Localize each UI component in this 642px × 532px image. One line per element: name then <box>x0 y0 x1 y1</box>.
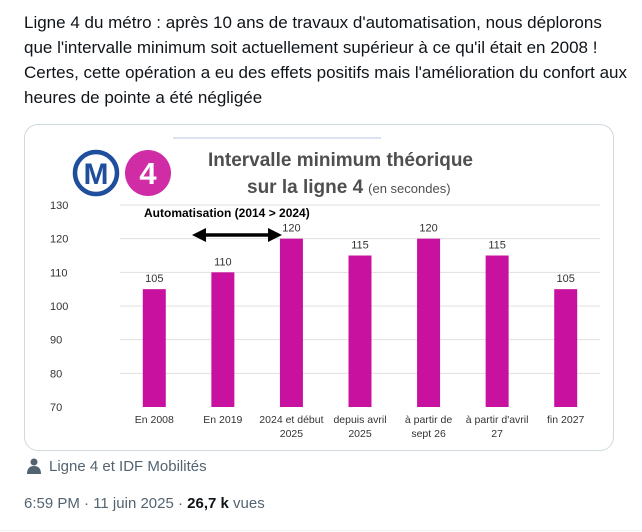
line-4-logo-circle <box>125 150 171 196</box>
y-tick-label: 130 <box>50 200 68 212</box>
media-caption[interactable]: Ligne 4 et IDF Mobilités <box>27 456 207 476</box>
x-tick-label: En 2008 <box>135 414 174 426</box>
x-tick-label: depuis avril 2025 <box>333 414 386 440</box>
metro-logo: M <box>72 149 120 197</box>
metro-logo-ring <box>72 149 120 197</box>
bar-value-label: 105 <box>557 273 575 285</box>
views-label: vues <box>233 495 265 512</box>
chart-title-unit: (en secondes) <box>368 181 450 196</box>
bar <box>211 272 235 407</box>
views-count: 26,7 k <box>187 495 229 512</box>
x-tick-label: à partir d'avril 27 <box>466 414 529 440</box>
bar-value-label: 115 <box>351 240 369 252</box>
person-icon <box>27 458 41 474</box>
bar <box>485 255 509 407</box>
metro-logo-letter: M <box>84 158 109 191</box>
interval-chart: M 4 Intervalle minimum théorique sur la … <box>50 137 600 440</box>
automation-annotation: Automatisation (2014 > 2024) <box>144 206 310 220</box>
line-4-logo-number: 4 <box>139 156 157 191</box>
tweet-timestamp[interactable]: 6:59 PM · 11 juin 2025 · <box>24 495 188 512</box>
tweet-media-image[interactable]: M 4 Intervalle minimum théorique sur la … <box>24 124 614 451</box>
x-tick-label: à partir de sept 26 <box>405 414 452 440</box>
bar-value-label: 105 <box>145 273 163 285</box>
y-tick-label: 100 <box>50 301 68 313</box>
bar-value-label: 120 <box>282 223 300 235</box>
bar-value-label: 120 <box>419 223 437 235</box>
bar <box>554 289 578 407</box>
line-4-logo: 4 <box>125 150 171 196</box>
x-tick-label: 2024 et début 2025 <box>259 414 323 440</box>
x-tick-label: En 2019 <box>203 414 242 426</box>
chart-title-main: sur la ligne 4 <box>247 177 364 198</box>
x-tick-label: fin 2027 <box>547 414 585 426</box>
bar <box>417 238 441 407</box>
chart-title-line1: Intervalle minimum théorique <box>208 150 473 171</box>
bar-value-label: 110 <box>214 256 232 268</box>
bar <box>279 238 303 407</box>
media-caption-text: Ligne 4 et IDF Mobilités <box>49 457 207 475</box>
bar <box>348 255 372 407</box>
automation-arrow <box>192 228 282 242</box>
tweet-meta: 6:59 PM · 11 juin 2025 · 26,7 k vues <box>24 495 265 512</box>
y-tick-label: 90 <box>50 335 62 347</box>
bar <box>142 289 166 407</box>
tweet-text: Ligne 4 du métro : après 10 ans de trava… <box>24 13 627 107</box>
y-tick-label: 110 <box>50 267 68 279</box>
y-tick-label: 120 <box>50 234 68 246</box>
bar-value-label: 115 <box>488 240 506 252</box>
y-tick-label: 80 <box>50 368 62 380</box>
divider <box>0 530 642 531</box>
y-tick-label: 70 <box>50 402 62 414</box>
chart-title-line2: sur la ligne 4 (en secondes) <box>247 177 451 198</box>
